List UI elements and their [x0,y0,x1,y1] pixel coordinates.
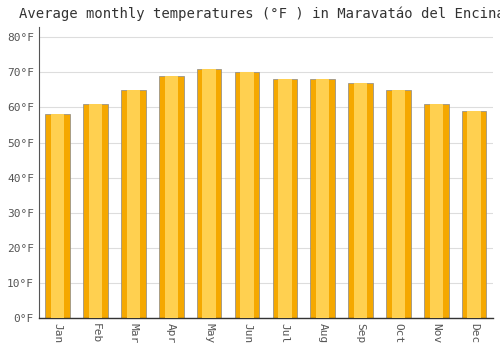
Bar [234,72,260,318]
Bar [354,83,368,318]
Bar [316,79,330,318]
Bar [424,104,448,318]
Bar [51,114,64,318]
Bar [121,90,146,318]
Bar [46,114,70,318]
Bar [272,79,297,318]
Bar [164,76,178,318]
Bar [126,90,140,318]
Bar [462,111,486,318]
Bar [348,83,373,318]
Title: Average monthly temperatures (°F ) in Maravatáo del Encinal: Average monthly temperatures (°F ) in Ma… [19,7,500,21]
Bar [240,72,254,318]
Bar [392,90,405,318]
Bar [468,111,481,318]
Bar [278,79,291,318]
Bar [430,104,443,318]
Bar [197,69,222,318]
Bar [89,104,102,318]
Bar [159,76,184,318]
Bar [386,90,410,318]
Bar [310,79,335,318]
Bar [202,69,216,318]
Bar [84,104,108,318]
